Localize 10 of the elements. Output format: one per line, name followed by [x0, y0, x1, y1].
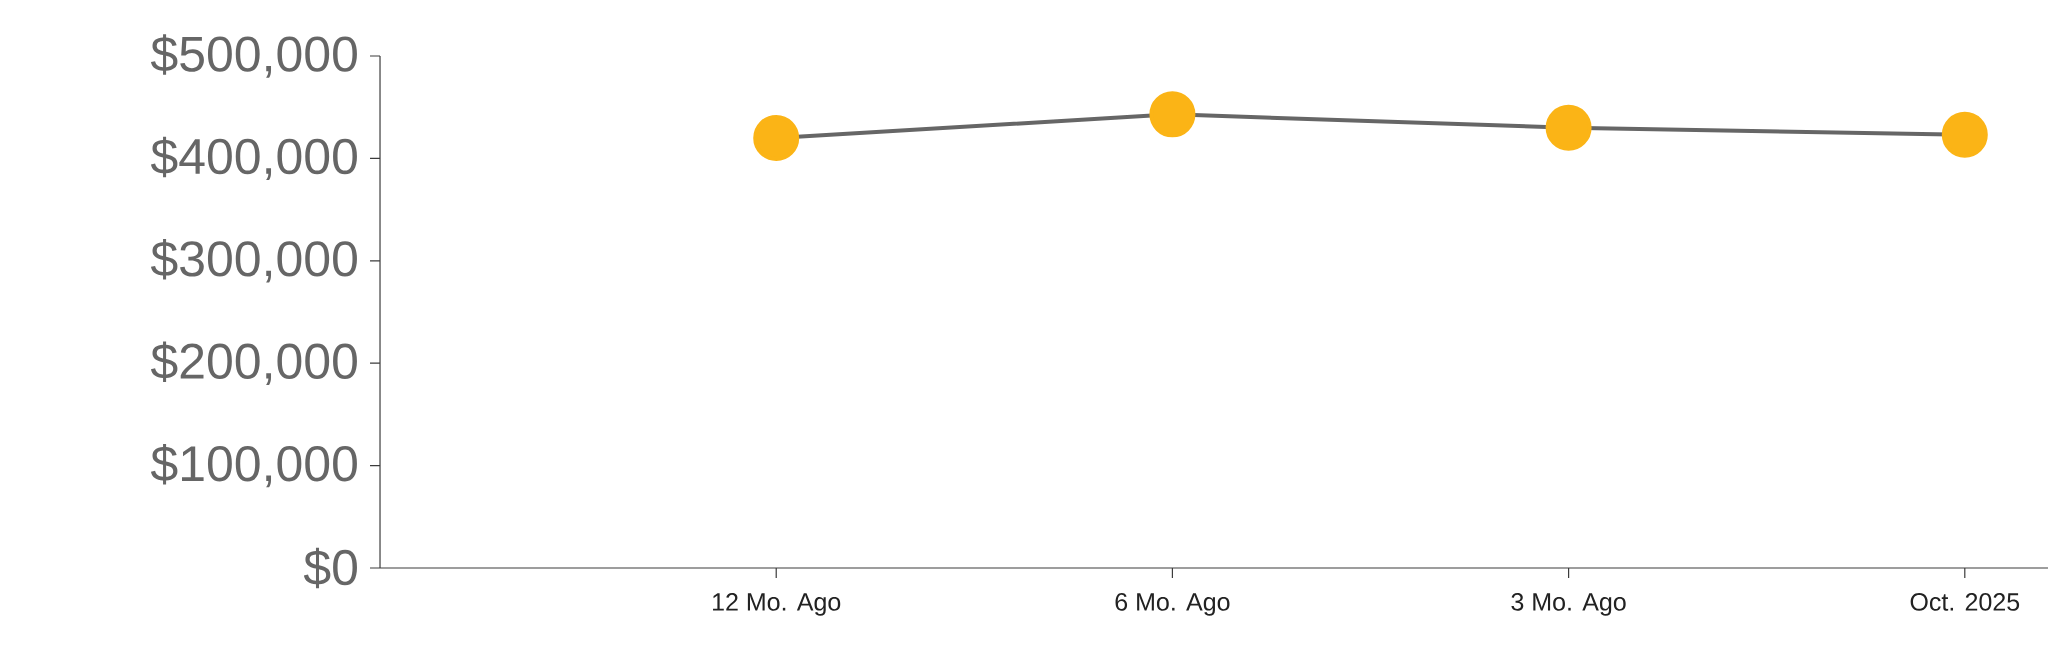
y-tick-label: $300,000	[150, 239, 357, 283]
x-tick-label: Oct. 2025	[1910, 593, 2020, 611]
y-tick-label: $100,000	[150, 443, 357, 488]
y-tick-label: $400,000	[150, 136, 357, 181]
y-tick-label: $0	[303, 547, 357, 589]
x-tick-label: 12 Mo. Ago	[713, 593, 841, 616]
x-tick-label: 6 Mo. Ago	[1115, 593, 1230, 616]
x-tick-label: 3 Mo. Ago	[1511, 593, 1626, 616]
y-tick-label: $200,000	[150, 341, 357, 385]
y-tick-label: $500,000	[150, 34, 357, 78]
